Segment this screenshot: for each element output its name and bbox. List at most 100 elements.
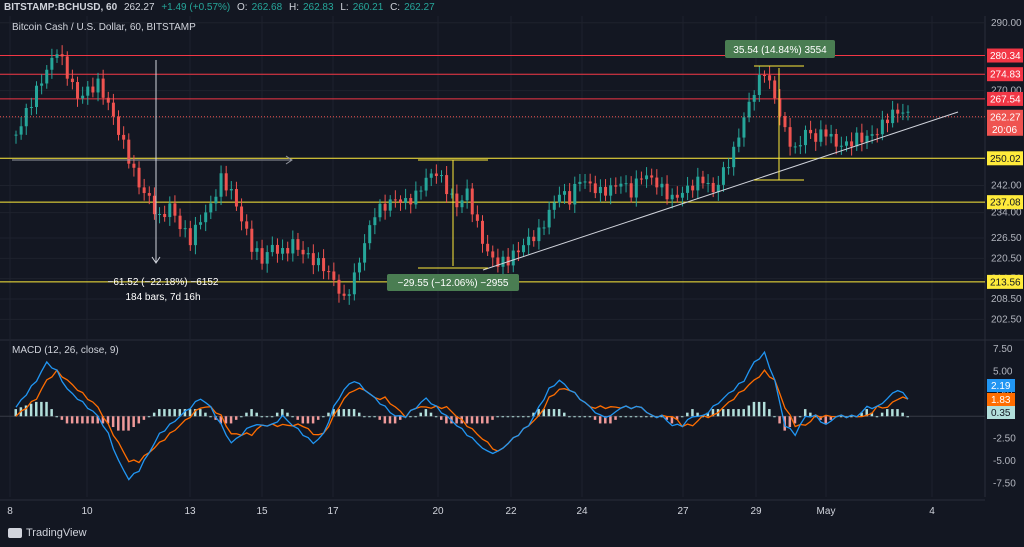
- last-price: 262.27: [123, 2, 155, 13]
- candle-body: [158, 213, 162, 215]
- x-tick-label: 27: [677, 506, 689, 517]
- candle-body: [491, 251, 495, 258]
- last-price-badge: [987, 109, 1023, 136]
- candle-body: [783, 116, 787, 128]
- histogram-bar: [701, 416, 704, 418]
- macd-y-tick-label: 7.50: [993, 344, 1013, 355]
- candle-body: [834, 133, 838, 147]
- candle-body: [132, 163, 136, 168]
- x-tick-label: 15: [256, 506, 268, 517]
- candle-body: [204, 212, 208, 223]
- histogram-bar: [727, 409, 730, 417]
- candle-body: [747, 101, 751, 118]
- candle-body: [696, 176, 700, 191]
- level-badge: [987, 48, 1023, 63]
- x-tick-label: 24: [576, 506, 588, 517]
- candle-body: [906, 111, 910, 113]
- macd-y-tick-label: -2.50: [993, 434, 1016, 445]
- candle-body: [14, 134, 18, 136]
- x-tick-label: 29: [750, 506, 762, 517]
- histogram-bar: [598, 416, 602, 424]
- price-change: +1.49 (+0.57%): [161, 2, 231, 13]
- close-value: 262.27: [404, 2, 435, 13]
- histogram-bar: [173, 409, 176, 417]
- candle-body: [850, 141, 854, 147]
- candle-body: [598, 186, 602, 194]
- candle-body: [296, 239, 300, 250]
- candle-body: [65, 56, 69, 79]
- candle-body: [557, 194, 561, 203]
- candle-body: [347, 294, 351, 296]
- histogram-bar: [275, 412, 279, 417]
- histogram-bar: [91, 416, 94, 424]
- measure-label: 35.54 (14.84%) 3554: [733, 45, 827, 56]
- candle-body: [803, 129, 807, 146]
- candle-body: [55, 54, 59, 58]
- symbol-label[interactable]: BITSTAMP:BCHUSD, 60: [4, 2, 118, 13]
- histogram-bar: [255, 412, 258, 417]
- low-label: L:: [340, 2, 349, 13]
- histogram-bar: [373, 416, 376, 418]
- candle-body: [316, 258, 320, 266]
- x-tick-label: 22: [505, 506, 517, 517]
- histogram-bar: [906, 416, 909, 418]
- histogram-bar: [265, 416, 269, 418]
- histogram-bar: [768, 409, 771, 417]
- candle-body: [563, 191, 567, 195]
- histogram-bar: [691, 409, 694, 417]
- histogram-bar: [557, 409, 561, 417]
- candle-body: [619, 183, 623, 187]
- candle-body: [70, 78, 74, 83]
- candle-body: [870, 134, 874, 136]
- tradingview-icon: [8, 528, 22, 538]
- candle-body: [255, 248, 259, 252]
- candle-body: [522, 245, 526, 253]
- histogram-bar: [101, 416, 105, 424]
- candle-body: [337, 279, 341, 294]
- histogram-bar: [429, 412, 433, 417]
- candle-body: [721, 167, 725, 185]
- histogram-bar: [332, 409, 335, 417]
- histogram-bar: [486, 416, 489, 424]
- candle-body: [24, 107, 28, 127]
- histogram-bar: [645, 416, 648, 418]
- level-label: 267.54: [990, 94, 1021, 105]
- candle-body: [752, 94, 756, 102]
- histogram-bar: [757, 401, 761, 417]
- tradingview-logo[interactable]: TradingView: [8, 527, 87, 539]
- histogram-bar: [270, 416, 274, 418]
- histogram-bar: [178, 409, 182, 417]
- candle-body: [809, 129, 813, 134]
- histogram-bar: [127, 416, 130, 431]
- chart-title: Bitcoin Cash / U.S. Dollar, 60, BITSTAMP: [12, 22, 196, 33]
- y-tick-label: 226.50: [991, 233, 1022, 244]
- candle-body: [265, 252, 269, 264]
- histogram-bar: [14, 409, 17, 417]
- candle-body: [819, 129, 823, 142]
- histogram-bar: [383, 416, 387, 424]
- histogram-bar: [55, 416, 59, 418]
- candle-body: [29, 107, 33, 109]
- candle-body: [404, 198, 408, 203]
- histogram-bar: [409, 416, 412, 418]
- histogram-bar: [839, 416, 843, 418]
- candle-body: [173, 203, 177, 216]
- level-badge: [987, 67, 1023, 82]
- histogram-bar: [696, 412, 699, 417]
- histogram-bar: [568, 416, 571, 418]
- candle-body: [680, 192, 684, 198]
- candle-body: [486, 243, 490, 252]
- candle-body: [152, 195, 156, 215]
- measure-box: [387, 274, 519, 291]
- candle-body: [188, 228, 192, 246]
- candle-body: [352, 272, 356, 295]
- candle-body: [281, 248, 285, 254]
- histogram-bar: [240, 416, 243, 418]
- histogram-bar: [132, 416, 135, 428]
- candle-body: [311, 253, 315, 266]
- macd-value-badge: [987, 379, 1015, 392]
- candle-body: [260, 248, 264, 264]
- histogram-bar: [803, 409, 807, 417]
- histogram-bar: [188, 409, 192, 417]
